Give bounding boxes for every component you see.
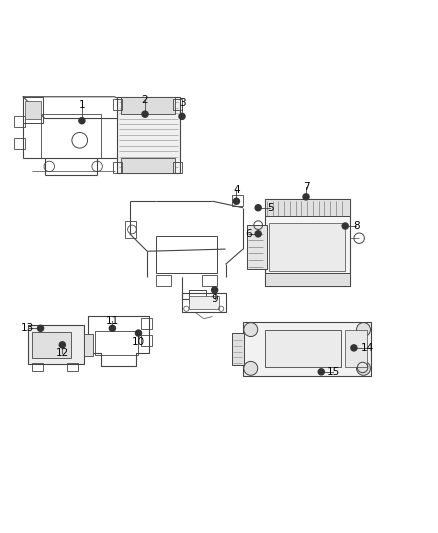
Circle shape [357, 361, 371, 375]
Text: 1: 1 [78, 100, 85, 110]
Bar [113, 162, 122, 173]
Bar [243, 322, 371, 376]
Bar [188, 290, 206, 303]
Circle shape [179, 114, 185, 119]
Text: 9: 9 [212, 294, 218, 304]
Bar [41, 114, 102, 158]
Circle shape [303, 194, 309, 200]
Bar [247, 225, 267, 269]
Circle shape [233, 198, 240, 204]
Circle shape [255, 205, 261, 211]
Circle shape [135, 330, 141, 336]
Bar [23, 97, 43, 123]
Circle shape [110, 325, 116, 332]
Bar [95, 331, 138, 355]
Bar [201, 275, 217, 286]
Bar [14, 138, 25, 149]
Text: 13: 13 [21, 324, 34, 333]
Circle shape [357, 322, 371, 336]
Bar [25, 101, 41, 118]
Bar [32, 363, 43, 371]
Bar [182, 293, 226, 312]
Circle shape [142, 111, 148, 117]
Circle shape [342, 223, 348, 229]
Bar [156, 275, 171, 286]
Text: 4: 4 [233, 185, 240, 195]
Bar [188, 296, 219, 309]
Bar [173, 162, 182, 173]
Bar [141, 318, 152, 329]
Bar [125, 221, 136, 238]
Circle shape [255, 231, 261, 237]
Text: 7: 7 [303, 182, 309, 192]
Bar [265, 199, 350, 216]
Bar [121, 158, 176, 173]
Bar [113, 99, 122, 110]
Text: 8: 8 [353, 221, 360, 231]
Bar [269, 223, 345, 271]
Bar [123, 118, 132, 127]
Bar [117, 97, 180, 173]
Bar [123, 140, 132, 149]
Text: 15: 15 [326, 367, 339, 377]
Bar [265, 273, 350, 286]
Text: 2: 2 [142, 95, 148, 105]
Bar [232, 333, 244, 365]
Text: 11: 11 [106, 317, 119, 326]
Circle shape [38, 325, 44, 332]
Circle shape [79, 118, 85, 124]
Bar [232, 195, 243, 206]
Text: 12: 12 [56, 348, 69, 358]
Bar [265, 199, 350, 286]
Text: 3: 3 [179, 98, 185, 108]
Circle shape [318, 369, 324, 375]
Bar [84, 334, 93, 356]
Bar [32, 332, 71, 358]
Circle shape [59, 342, 65, 348]
Text: 5: 5 [267, 203, 274, 213]
Circle shape [244, 322, 258, 336]
Bar [28, 325, 84, 365]
Bar [14, 116, 25, 127]
Bar [345, 330, 367, 367]
Bar [265, 330, 341, 367]
Bar [121, 97, 176, 114]
Bar [173, 99, 182, 110]
Bar [141, 335, 152, 346]
Bar [156, 236, 217, 273]
Circle shape [212, 287, 218, 293]
Bar [67, 363, 78, 371]
Text: 10: 10 [132, 337, 145, 347]
Text: 6: 6 [245, 229, 252, 239]
Circle shape [351, 345, 357, 351]
Circle shape [244, 361, 258, 375]
Text: 14: 14 [360, 343, 374, 353]
